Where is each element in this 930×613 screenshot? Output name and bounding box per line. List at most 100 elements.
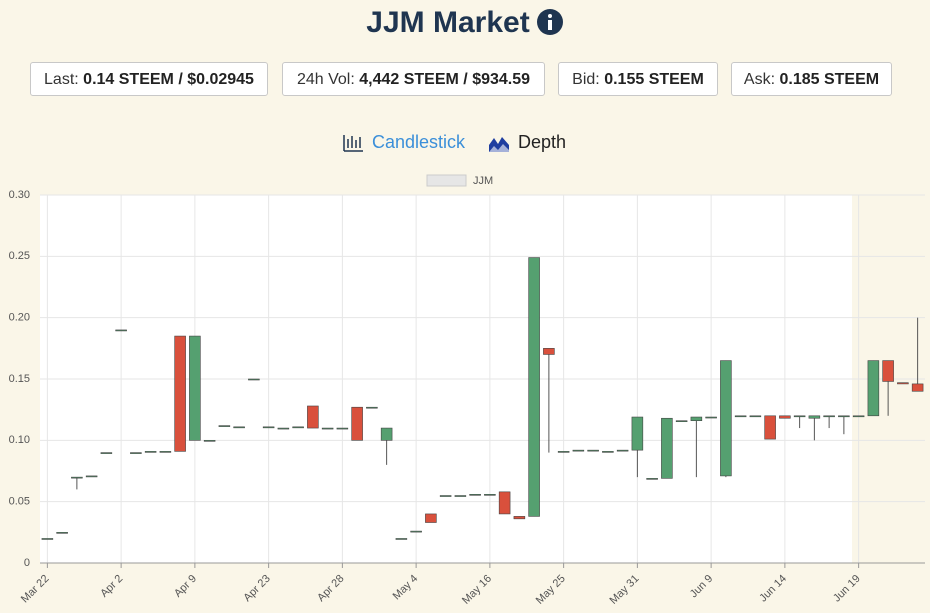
candle-body [174,335,186,452]
tab-label: Depth [518,132,567,152]
tab-candlestick[interactable]: Candlestick [342,132,465,153]
candle-body [897,382,909,385]
candle-body [513,516,526,520]
x-tick-label: Apr 9 [172,573,199,600]
candle-body [911,383,924,392]
candle-body [100,452,113,454]
candle-body [439,495,452,497]
candle-body [336,427,349,430]
candle-body [557,451,570,453]
candle-body [130,452,142,454]
candle-body [203,440,216,442]
stat-label: 24h Vol: [296,71,355,88]
candle-body [307,405,319,429]
candle-body [690,416,703,422]
candle-body [218,425,231,427]
candle-body [646,478,658,480]
stat-label: Ask: [743,71,776,88]
stat-value: 4,442 STEEM / $934.59 [359,71,531,88]
candle-body [498,491,511,515]
candle-body [705,416,717,419]
candle-body [395,538,408,540]
candle-body [144,451,157,453]
y-tick-label: 0.25 [9,250,30,262]
x-tick-label: Jun 14 [757,573,789,605]
y-tick-label: 0.05 [9,496,30,508]
candle-body [602,451,614,453]
candle-body [867,360,880,417]
candle-body [543,348,555,355]
candle-body [410,530,422,533]
candle-body [823,415,835,418]
x-tick-label: Jun 9 [688,573,716,601]
candle-body [587,449,599,452]
x-tick-label: May 25 [534,573,568,607]
y-tick-label: 0.20 [9,312,30,324]
stat-value: 0.185 STEEM [779,71,880,88]
legend-swatch [426,174,467,187]
stat-ask: Ask: 0.185 STEEM [731,62,892,96]
candle-body [351,406,363,441]
x-tick-label: May 16 [460,573,494,607]
tab-depth[interactable]: Depth [488,132,566,153]
candle-body [321,427,334,430]
stat-volume: 24h Vol: 4,442 STEEM / $934.59 [282,62,545,96]
candle-body [528,257,540,517]
candle-body [85,475,98,478]
candle-body [882,360,894,382]
candle-body [631,416,644,451]
chart: JJM 0 0.05 0.10 0.15 0.20 0.25 0.30 Mar 22 Apr 2 A… [9,174,925,607]
stat-label: Last: [44,71,79,88]
candle-body [41,538,54,540]
market-title: JJM Market [0,6,930,40]
stat-value: 0.155 STEEM [604,71,704,88]
candle-body [115,329,127,332]
candle-body [793,415,806,418]
candle-body [71,476,83,479]
candle-body [779,415,791,419]
x-tick-label: Mar 22 [19,573,52,606]
info-icon[interactable] [536,8,564,36]
candle-body [469,494,481,496]
candle-body [661,417,673,479]
candle-body [56,532,68,534]
candle-body [852,415,865,418]
candle-body [749,415,762,418]
title-text: JJM Market [366,6,530,39]
depth-icon [489,136,509,152]
candle-body [262,426,275,429]
x-tick-label: May 31 [608,573,642,607]
candle-body [454,495,467,497]
candle-body [734,415,747,418]
candle-body [484,494,496,496]
y-tick-label: 0.15 [9,373,30,385]
y-tick-label: 0 [24,557,30,569]
candle-body [838,415,850,418]
candle-body [366,406,378,409]
candle-body [248,378,260,381]
y-tick-label: 0.30 [9,189,30,201]
candle-body [720,360,732,477]
candle-body [292,426,304,429]
y-tick-label: 0.10 [9,434,30,446]
candle-body [159,451,172,453]
candle-body [277,427,290,430]
x-tick-label: May 4 [391,573,421,603]
x-tick-label: Jun 19 [831,573,863,605]
x-tick-label: Apr 2 [98,573,125,600]
candle-body [189,335,201,441]
candle-body [233,426,245,429]
candle-body [675,420,688,423]
stat-bid: Bid: 0.155 STEEM [558,62,718,96]
x-tick-label: Apr 23 [241,573,272,604]
candle-body [572,449,585,452]
candle-body [425,513,437,523]
candle-body [808,415,821,419]
candle-body [764,415,776,440]
stat-label: Bid: [572,71,600,88]
stat-value: 0.14 STEEM / $0.02945 [83,71,254,88]
legend-label: JJM [473,175,493,187]
candle-body [380,427,393,441]
x-tick-label: Apr 28 [315,573,346,604]
